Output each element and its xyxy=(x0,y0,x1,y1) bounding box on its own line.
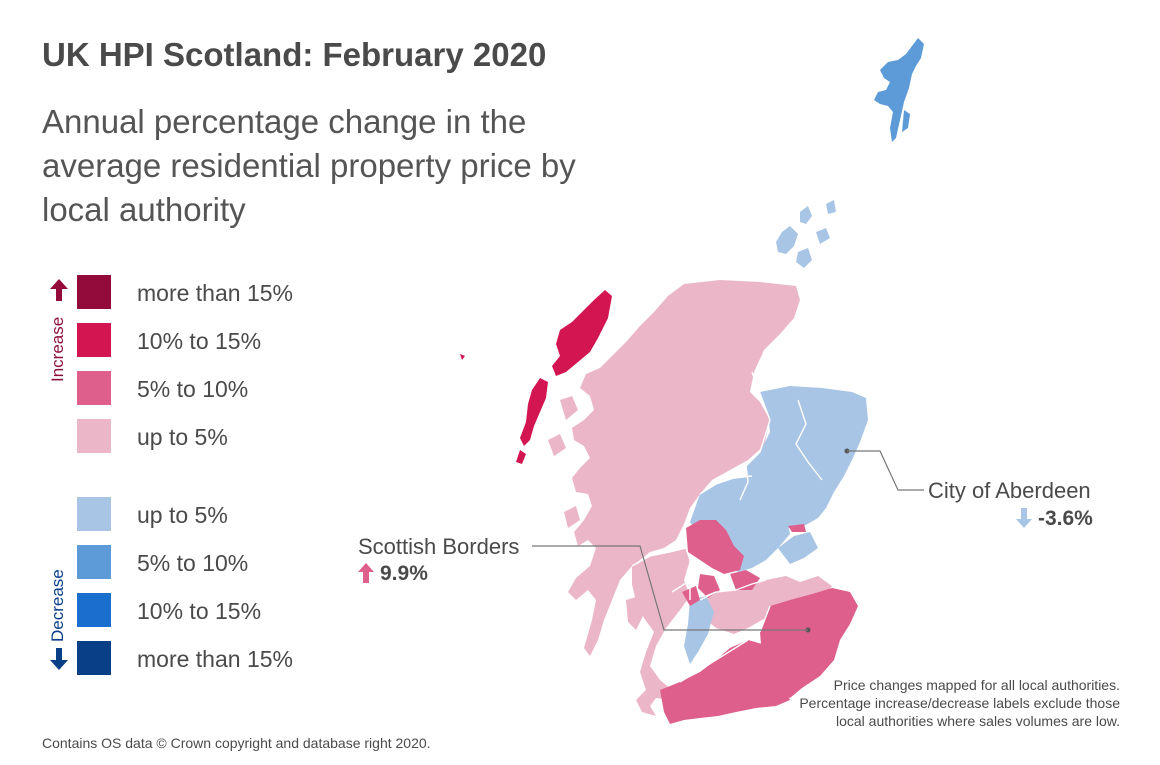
scottish-borders-region xyxy=(660,588,858,724)
legend: Increase more than 15% 10% to 15% 5% to … xyxy=(40,270,370,690)
borders-callout-name: Scottish Borders xyxy=(358,534,520,559)
aberdeen-callout-name: City of Aberdeen xyxy=(928,478,1091,503)
orkney-islands xyxy=(776,200,836,268)
legend-label: up to 5% xyxy=(137,424,228,450)
map-title: UK HPI Scotland: February 2020 xyxy=(42,36,547,73)
legend-label: 5% to 10% xyxy=(137,550,249,576)
aberdeen-value-text: -3.6% xyxy=(1038,507,1093,530)
legend-label: more than 15% xyxy=(137,280,293,306)
legend-label: 10% to 15% xyxy=(137,598,262,624)
legend-label: up to 5% xyxy=(137,502,228,528)
legend-swatch xyxy=(77,641,111,675)
lothian-region xyxy=(682,520,806,606)
down-arrow-icon xyxy=(1016,508,1032,528)
legend-swatch xyxy=(77,419,111,453)
decrease-arrow-icon xyxy=(50,648,68,670)
aberdeen-leader xyxy=(844,448,924,491)
copyright-credit: Contains OS data © Crown copyright and d… xyxy=(42,735,431,751)
increase-arrow-icon xyxy=(50,279,68,301)
legend-swatch xyxy=(77,497,111,531)
legend-swatch xyxy=(77,275,111,309)
north-east-region xyxy=(740,386,868,530)
aberdeen-callout-value: -3.6% xyxy=(1016,507,1093,531)
borders-value-text: 9.9% xyxy=(380,562,428,585)
legend-swatch xyxy=(77,323,111,357)
legend-swatch xyxy=(77,593,111,627)
shetland-islands xyxy=(874,38,924,142)
legend-label: more than 15% xyxy=(137,646,293,672)
boundary-lines xyxy=(631,371,823,683)
legend-swatch xyxy=(77,545,111,579)
borders-leader xyxy=(532,545,811,633)
highland-region xyxy=(548,280,800,656)
borders-callout-value: 9.9% xyxy=(358,562,428,586)
outer-hebrides xyxy=(460,290,612,464)
legend-swatch xyxy=(77,371,111,405)
legend-label: 10% to 15% xyxy=(137,328,262,354)
up-arrow-icon xyxy=(358,563,374,583)
footnote: Price changes mapped for all local autho… xyxy=(799,677,1120,729)
map-subtitle: Annual percentage change in the average … xyxy=(42,103,576,228)
legend-label: 5% to 10% xyxy=(137,376,249,402)
